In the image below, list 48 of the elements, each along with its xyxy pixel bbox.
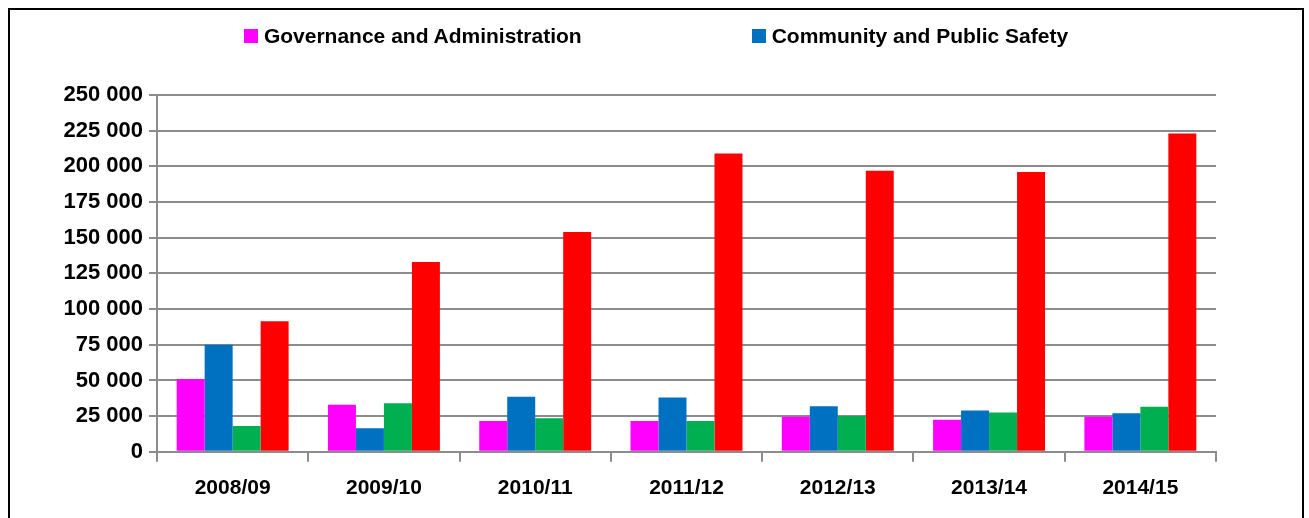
y-tick-label: 100 000 bbox=[63, 295, 143, 321]
bar bbox=[204, 344, 233, 451]
legend-label: Governance and Administration bbox=[263, 24, 582, 48]
y-tick-label: 75 000 bbox=[75, 330, 143, 356]
x-tick-label: 2011/12 bbox=[649, 475, 724, 499]
bar bbox=[1017, 172, 1046, 451]
bar bbox=[658, 397, 687, 451]
bar bbox=[507, 396, 536, 451]
bar bbox=[989, 412, 1018, 451]
bar bbox=[630, 421, 659, 451]
bar bbox=[563, 232, 592, 451]
bar bbox=[865, 170, 894, 451]
bar bbox=[355, 428, 384, 451]
bar bbox=[686, 421, 715, 451]
bar bbox=[232, 426, 261, 451]
bar bbox=[714, 153, 743, 451]
x-tick-label: 2013/14 bbox=[951, 475, 1028, 499]
bar bbox=[176, 379, 205, 451]
bar bbox=[260, 321, 289, 451]
bar bbox=[1084, 416, 1113, 451]
bar bbox=[933, 419, 962, 451]
y-tick-label: 125 000 bbox=[63, 259, 143, 285]
bar bbox=[479, 421, 508, 451]
bar bbox=[837, 416, 866, 451]
y-tick-label: 50 000 bbox=[75, 366, 143, 392]
y-tick-label: 0 bbox=[130, 437, 143, 463]
bar bbox=[383, 403, 412, 451]
bar bbox=[411, 261, 440, 451]
y-tick-label: 150 000 bbox=[63, 223, 143, 249]
x-tick-label: 2010/11 bbox=[497, 475, 573, 499]
y-tick-label: 250 000 bbox=[63, 81, 143, 107]
legend-label: Community and Public Safety bbox=[771, 24, 1069, 48]
bar bbox=[1112, 413, 1141, 451]
x-tick-label: 2012/13 bbox=[799, 475, 876, 499]
y-tick-label: 200 000 bbox=[63, 152, 143, 178]
x-tick-label: 2008/09 bbox=[194, 475, 271, 499]
y-tick-label: 175 000 bbox=[63, 188, 143, 214]
bar bbox=[809, 406, 838, 451]
y-tick-label: 25 000 bbox=[75, 402, 143, 428]
bar bbox=[1140, 406, 1169, 451]
bar bbox=[1168, 133, 1197, 451]
bar bbox=[327, 404, 356, 451]
y-tick-label: 225 000 bbox=[63, 116, 143, 142]
x-tick-label: 2009/10 bbox=[345, 475, 422, 499]
bar bbox=[781, 416, 810, 451]
bar bbox=[961, 410, 990, 451]
bar bbox=[535, 418, 564, 451]
x-tick-label: 2014/15 bbox=[1102, 475, 1179, 499]
